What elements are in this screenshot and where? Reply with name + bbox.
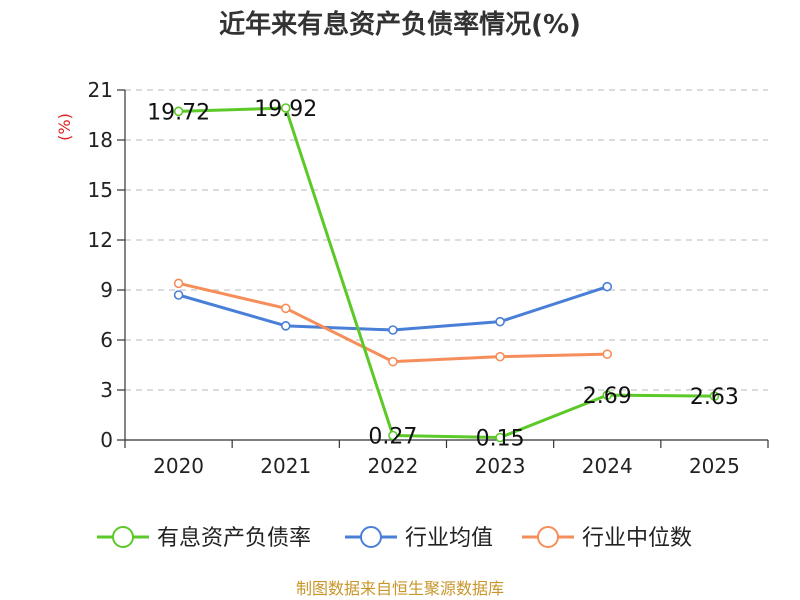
data-point bbox=[495, 432, 505, 443]
data-point bbox=[280, 303, 291, 314]
legend-item[interactable]: 有息资产负债率 bbox=[97, 526, 311, 551]
x-tick-label: 2025 bbox=[689, 454, 740, 478]
x-tick-label: 2024 bbox=[582, 454, 633, 478]
series-line bbox=[178, 106, 715, 439]
x-tick-label: 2023 bbox=[475, 454, 526, 478]
legend-marker bbox=[360, 526, 382, 548]
legend-marker bbox=[112, 526, 134, 548]
data-label: 2.69 bbox=[583, 384, 632, 409]
y-tick-label: 15 bbox=[88, 178, 113, 202]
y-tick-label: 0 bbox=[100, 428, 113, 452]
legend-item[interactable]: 行业均值 bbox=[345, 526, 493, 551]
series-line bbox=[178, 281, 608, 364]
data-label: 19.72 bbox=[147, 100, 210, 125]
y-tick-label: 6 bbox=[100, 328, 113, 352]
x-tick-label: 2022 bbox=[367, 454, 418, 478]
data-point bbox=[602, 390, 613, 400]
y-tick-label: 18 bbox=[88, 128, 113, 152]
y-tick-label: 3 bbox=[100, 378, 113, 402]
data-label: 0.15 bbox=[476, 427, 525, 452]
data-point bbox=[495, 316, 505, 327]
source-note: 制图数据来自恒生聚源数据库 bbox=[296, 579, 504, 598]
legend[interactable]: 有息资产负债率 行业均值 行业中位数 bbox=[97, 526, 692, 551]
data-label: 19.92 bbox=[254, 97, 317, 122]
legend-label: 有息资产负债率 bbox=[157, 526, 311, 551]
legend-item[interactable]: 行业中位数 bbox=[522, 526, 692, 551]
legend-label: 行业均值 bbox=[405, 526, 493, 551]
data-point bbox=[388, 430, 398, 441]
data-point bbox=[280, 321, 291, 331]
data-point bbox=[173, 278, 184, 289]
y-axis-unit: (%) bbox=[55, 113, 74, 141]
chart-title: 近年来有息资产负债率情况(%) bbox=[219, 9, 581, 40]
axes: 0 3 6 9 12 15 18 21 2020 2021 2022 2023 2024 2025 bbox=[88, 78, 769, 478]
data-point bbox=[495, 351, 505, 362]
y-tick-label: 21 bbox=[88, 78, 113, 102]
data-point bbox=[602, 281, 613, 292]
y-tick-label: 12 bbox=[88, 228, 113, 252]
y-tick-label: 9 bbox=[100, 278, 113, 302]
data-point bbox=[602, 349, 613, 359]
data-point bbox=[280, 103, 291, 113]
series-group bbox=[173, 103, 720, 443]
series-line bbox=[178, 285, 608, 332]
data-point bbox=[173, 290, 184, 300]
data-label: 0.27 bbox=[368, 425, 417, 450]
legend-marker bbox=[537, 526, 559, 548]
data-label: 2.63 bbox=[690, 385, 739, 410]
data-point bbox=[388, 325, 398, 335]
data-point bbox=[173, 106, 184, 117]
x-tick-label: 2020 bbox=[153, 454, 204, 478]
data-point bbox=[388, 356, 398, 367]
x-tick-label: 2021 bbox=[260, 454, 311, 478]
legend-label: 行业中位数 bbox=[582, 526, 692, 551]
data-point bbox=[709, 391, 720, 401]
data-labels: 19.72 19.92 0.27 0.15 2.69 2.63 bbox=[147, 97, 739, 452]
gridlines bbox=[125, 89, 768, 391]
